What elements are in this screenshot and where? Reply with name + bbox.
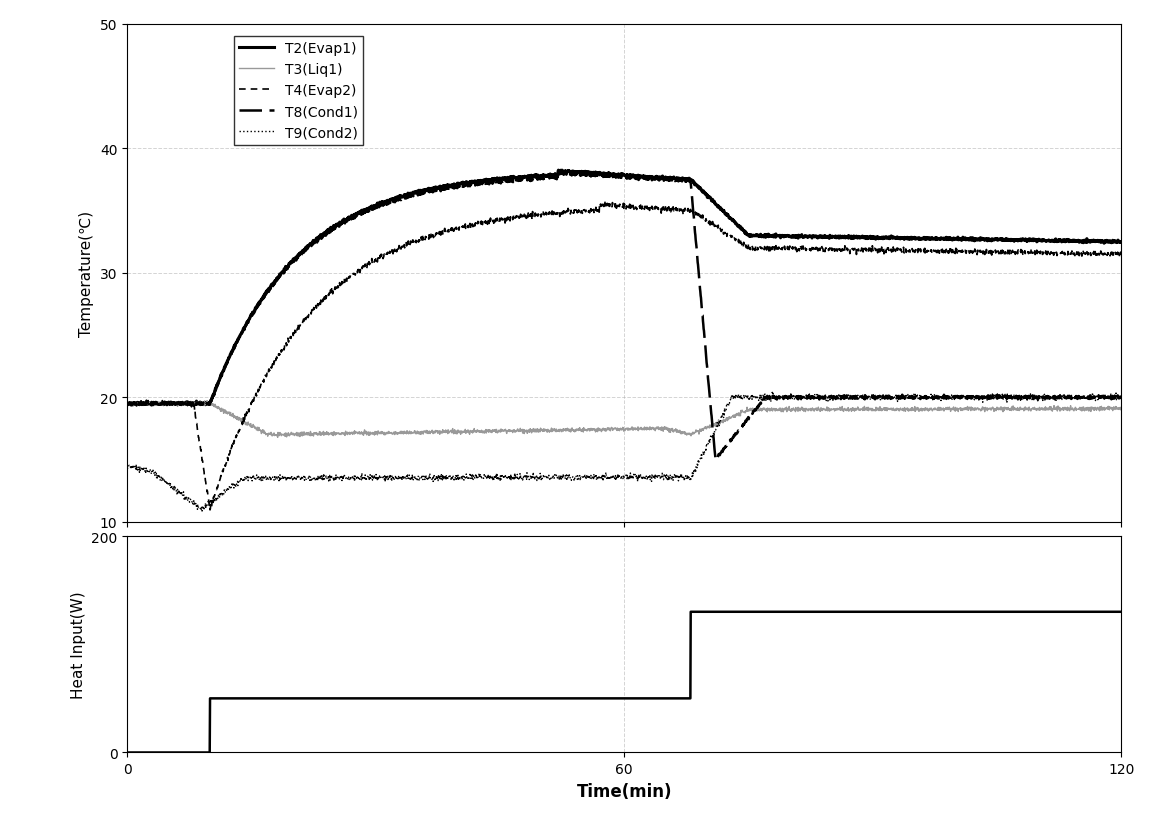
T9(Cond2): [195, 506, 209, 516]
T3(Liq1): [120, 401, 134, 411]
X-axis label: Time(min): Time(min): [577, 782, 672, 800]
T3(Liq1): [234, 414, 247, 424]
T3(Liq1): [988, 404, 1002, 414]
Line: T8(Cond1): T8(Cond1): [127, 173, 1121, 461]
Y-axis label: Heat Input(W): Heat Input(W): [71, 590, 86, 698]
T2(Evap1): [551, 166, 565, 176]
T4(Evap2): [1114, 249, 1128, 259]
T2(Evap1): [120, 399, 134, 409]
T3(Liq1): [271, 433, 284, 442]
Line: T2(Evap1): T2(Evap1): [127, 171, 1121, 405]
T3(Liq1): [1114, 405, 1128, 415]
Line: T4(Evap2): T4(Evap2): [127, 202, 1121, 510]
T2(Evap1): [144, 400, 158, 410]
T2(Evap1): [544, 171, 558, 181]
T8(Cond1): [988, 392, 1002, 402]
Line: T9(Cond2): T9(Cond2): [127, 393, 1121, 511]
T3(Liq1): [1096, 404, 1110, 414]
T8(Cond1): [292, 251, 306, 261]
T3(Liq1): [546, 424, 560, 434]
T9(Cond2): [1096, 394, 1110, 404]
T9(Cond2): [544, 472, 558, 482]
T4(Evap2): [120, 400, 134, 410]
T9(Cond2): [765, 388, 779, 398]
Y-axis label: Temperature(℃): Temperature(℃): [80, 210, 95, 337]
T9(Cond2): [502, 472, 516, 482]
Legend: T2(Evap1), T3(Liq1), T4(Evap2), T8(Cond1), T9(Cond2): T2(Evap1), T3(Liq1), T4(Evap2), T8(Cond1…: [234, 36, 363, 146]
T4(Evap2): [544, 208, 558, 218]
T4(Evap2): [502, 213, 516, 223]
T3(Liq1): [502, 426, 516, 436]
T2(Evap1): [292, 249, 306, 259]
T8(Cond1): [1114, 394, 1128, 404]
T8(Cond1): [1096, 392, 1110, 402]
T2(Evap1): [1096, 237, 1110, 246]
T4(Evap2): [988, 246, 1002, 256]
T4(Evap2): [598, 197, 612, 207]
T4(Evap2): [203, 505, 217, 515]
T2(Evap1): [988, 234, 1002, 244]
T2(Evap1): [502, 175, 516, 185]
T8(Cond1): [551, 168, 565, 178]
T9(Cond2): [234, 474, 247, 484]
T3(Liq1): [294, 431, 307, 441]
T9(Cond2): [120, 460, 134, 470]
T3(Liq1): [200, 396, 214, 406]
Line: T3(Liq1): T3(Liq1): [127, 401, 1121, 437]
T8(Cond1): [120, 399, 134, 409]
T8(Cond1): [709, 456, 722, 466]
T9(Cond2): [1114, 393, 1128, 403]
T9(Cond2): [292, 474, 306, 484]
T9(Cond2): [988, 392, 1002, 402]
T2(Evap1): [234, 330, 247, 340]
T4(Evap2): [292, 321, 306, 331]
T2(Evap1): [1114, 237, 1128, 247]
T4(Evap2): [1096, 250, 1110, 260]
T8(Cond1): [234, 330, 247, 340]
T4(Evap2): [234, 422, 247, 432]
T8(Cond1): [502, 176, 516, 186]
T8(Cond1): [544, 174, 558, 184]
